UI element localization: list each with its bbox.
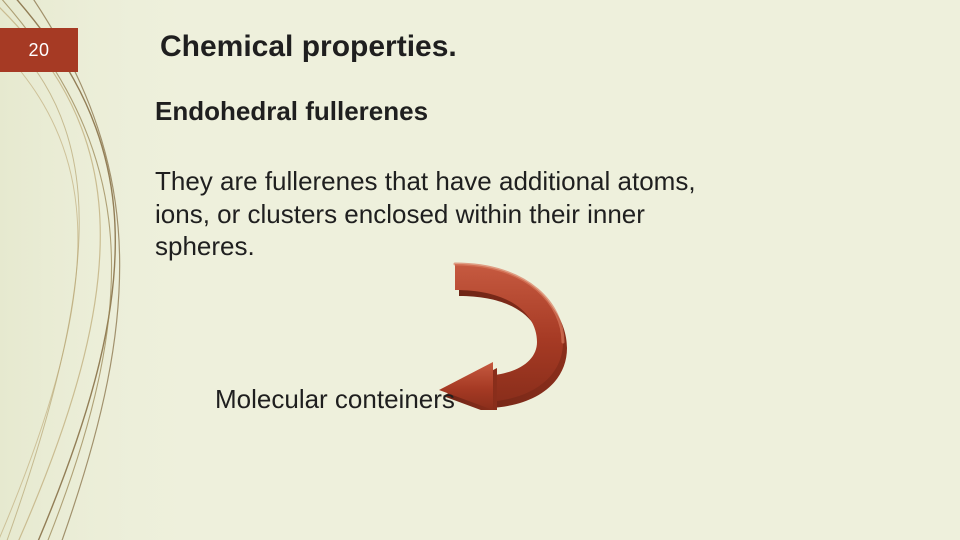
page-number: 20 (28, 40, 49, 61)
slide: 20 Chemical properties. Endohedral fulle… (0, 0, 960, 540)
decor-curves (0, 0, 220, 540)
page-number-box: 20 (0, 28, 78, 72)
slide-title: Chemical properties. (160, 30, 457, 64)
slide-subtitle: Endohedral fullerenes (155, 96, 428, 127)
slide-body: They are fullerenes that have additional… (155, 165, 715, 263)
slide-footer: Molecular conteiners (215, 384, 455, 415)
